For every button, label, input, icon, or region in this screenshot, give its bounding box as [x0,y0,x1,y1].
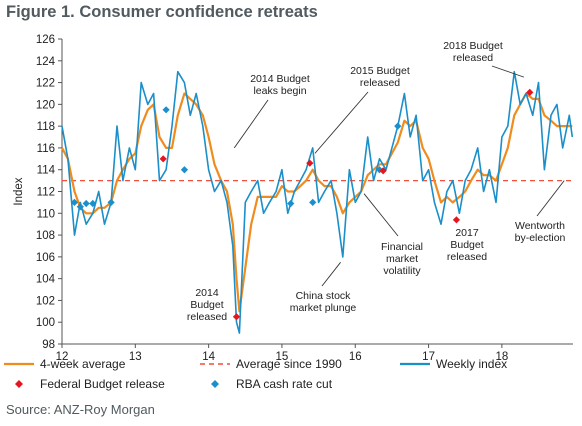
annotation-budget-2017: released [447,251,487,263]
y-tick-label: 114 [37,165,56,177]
federal-budget-marker [306,159,314,167]
x-tick-label: 13 [129,351,142,363]
annotation-budget-2018: released [453,52,493,64]
rba-cash-rate-cut-marker [82,199,90,208]
annotation-budget-2014: Budget [190,299,223,311]
annotation-budget-leaks: leaks begin [253,85,306,97]
legend-label-avg4: 4-week average [40,357,126,371]
legend: 4-week average Average since 1990 Weekly i… [4,357,507,391]
y-tick-label: 108 [36,230,55,242]
annotation-budget-2018: 2018 Budget [443,40,503,52]
annotation-wentworth: Wentworth [515,220,565,232]
y-tick-label: 118 [37,121,55,133]
series-group [61,70,574,334]
annotation-leader-fin-volatility [363,193,399,237]
annotation-wentworth: by-election [515,232,566,244]
legend-swatch-cashrate [211,380,219,388]
rba-cash-rate-cut-marker [76,203,84,211]
y-tick-label: 102 [36,295,55,307]
annotation-budget-2017: Budget [450,239,483,251]
annotation-china-plunge: market plunge [290,302,357,314]
rba-cash-rate-cut-marker [309,198,317,206]
annotation-budget-2014: released [187,311,227,323]
y-tick-label: 120 [36,99,55,111]
annotation-leader-china-plunge [321,262,341,287]
annotation-leader-budget-2018 [491,65,525,78]
annotation-china-plunge: China stock [296,290,352,302]
source-note: Source: ANZ-Roy Morgan [6,402,155,417]
rba-cash-rate-cut-marker [287,199,295,208]
x-tick-label: 16 [349,351,362,363]
y-tick-label: 98 [42,339,55,351]
series-line-weekly-index [61,70,574,334]
annotation-leader-budget-2015 [314,91,369,154]
y-tick-label: 112 [37,187,55,199]
y-tick-label: 106 [36,252,55,264]
legend-label-weekly: Weekly index [436,357,507,371]
annotation-leader-wentworth [536,180,565,217]
annotation-budget-leaks: 2014 Budget [250,73,310,85]
y-tick-label: 110 [37,208,55,220]
annotation-budget-2015: released [360,77,400,89]
y-tick-label: 104 [36,274,56,286]
x-tick-label: 12 [56,351,69,363]
figure-title: Figure 1. Consumer confidence retreats [6,3,318,21]
rba-cash-rate-cut-marker [162,106,170,114]
y-tick-label: 126 [36,34,55,46]
rba-cash-rate-cut-marker [70,198,79,206]
y-axis-title: Index [13,177,25,205]
y-tick-label: 100 [36,317,55,329]
federal-budget-marker [526,88,534,96]
federal-budget-marker [232,313,241,321]
annotation-budget-2014: 2014 [195,287,219,299]
x-tick-label: 15 [276,351,289,363]
legend-label-budget: Federal Budget release [40,377,165,391]
annotation-budget-2015: 2015 Budget [350,65,410,77]
annotation-fin-volatility: volatility [383,265,421,277]
legend-label-cashrate: RBA cash rate cut [236,377,333,391]
rba-cash-rate-cut-marker [394,122,402,130]
y-tick-label: 122 [36,78,55,90]
annotation-budget-2017: 2017 [455,227,479,239]
y-tick-label: 124 [36,56,56,68]
x-tick-label: 17 [422,351,435,363]
annotation-fin-volatility: Financial [381,241,423,253]
rba-cash-rate-cut-marker [107,198,115,206]
federal-budget-marker [159,155,167,163]
federal-budget-marker [452,216,461,224]
federal-budget-marker [379,167,387,175]
rba-cash-rate-cut-marker [180,166,189,174]
annotation-leader-budget-leaks [233,99,269,149]
rba-cash-rate-cut-marker [89,199,97,208]
x-tick-label: 14 [202,351,215,363]
annotation-fin-volatility: market [386,253,418,265]
x-tick-label: 18 [495,351,508,363]
y-tick-label: 116 [37,143,55,155]
chart-axes: 98 100 102 104 106 108 110 112 114 116 118 120 122 12… [13,34,573,363]
legend-label-since1990: Average since 1990 [236,357,342,371]
markers-group [70,88,534,321]
legend-swatch-budget [15,380,23,388]
